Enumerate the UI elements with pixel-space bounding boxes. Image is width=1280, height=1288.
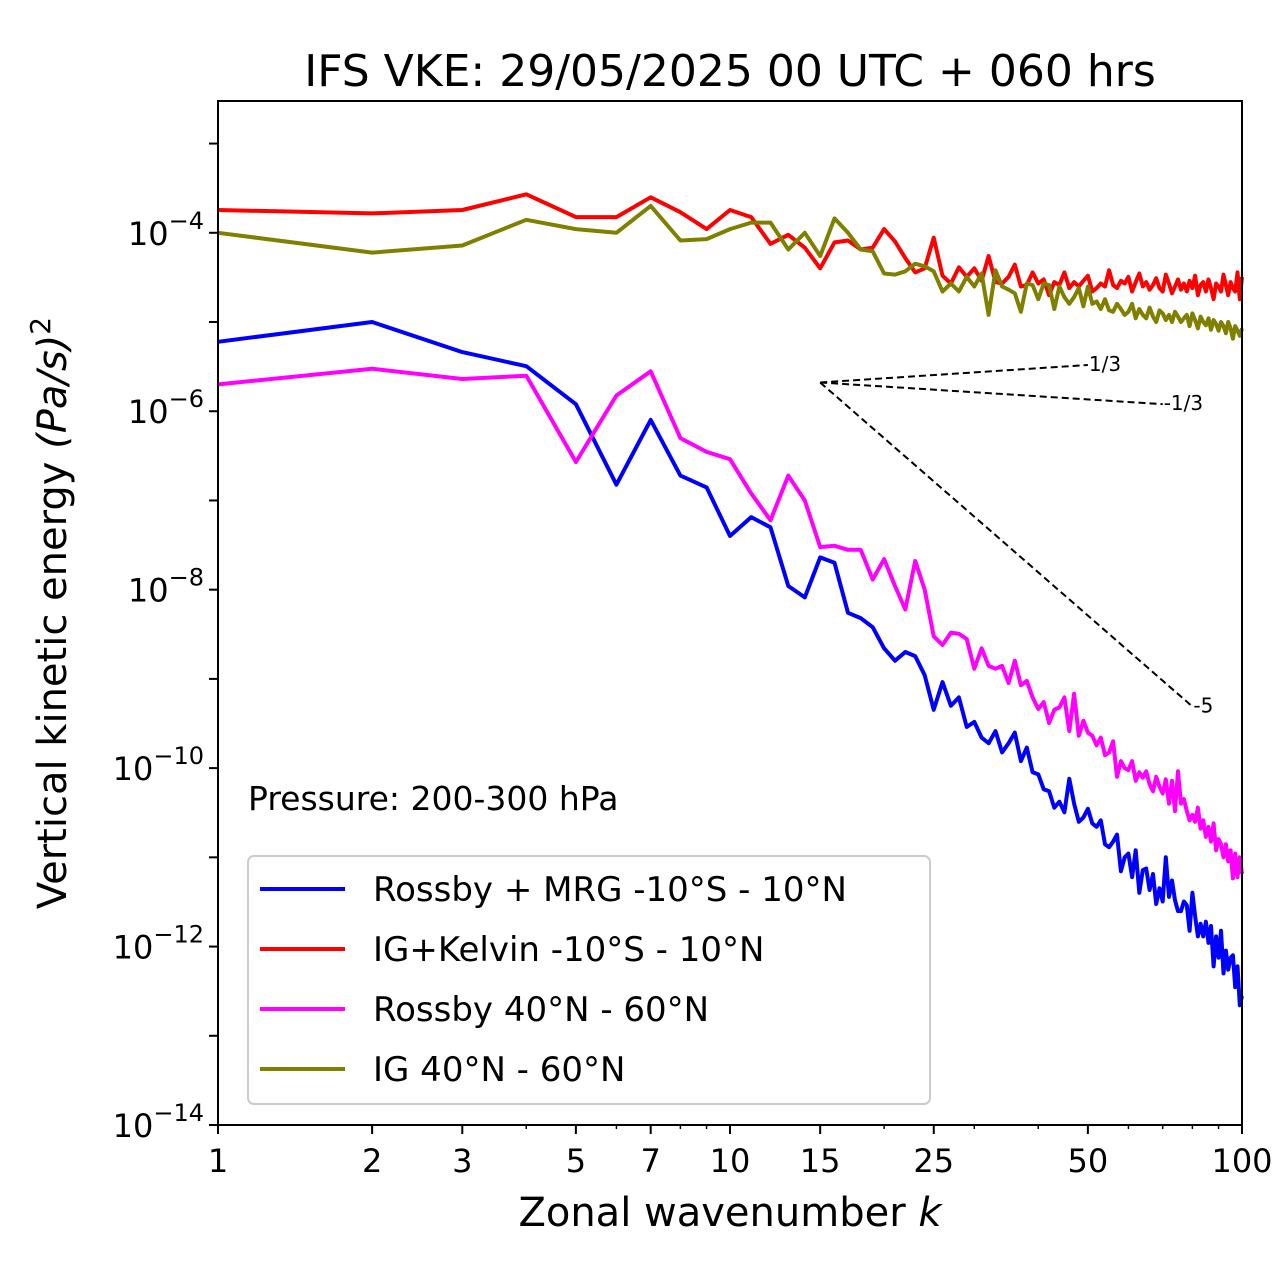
y-tick-label: 10−4 — [128, 207, 204, 253]
x-tick-label: 25 — [913, 1142, 954, 1180]
y-tick-label: 10−10 — [113, 742, 204, 788]
y-axis-unit-power: 2 — [24, 317, 57, 335]
series-line-4 — [217, 203, 1244, 341]
reference-line-label-3: -5 — [1193, 694, 1213, 718]
legend-label-3: Rossby 40°N - 60°N — [373, 990, 709, 1030]
reference-line-2 — [820, 381, 1163, 406]
series-line-3 — [217, 366, 1244, 881]
x-tick-label: 100 — [1211, 1142, 1272, 1180]
x-tick-label: 5 — [566, 1142, 586, 1180]
legend: Rossby + MRG -10°S - 10°N IG+Kelvin -10°S… — [247, 855, 931, 1105]
reference-line-3 — [819, 381, 1194, 708]
chart-title: IFS VKE: 29/05/2025 00 UTC + 060 hrs — [304, 46, 1156, 97]
legend-label-2: IG+Kelvin -10°S - 10°N — [373, 930, 764, 970]
x-tick-label: 10 — [710, 1142, 751, 1180]
y-axis-unit: (Pa/s) — [30, 335, 76, 449]
y-axis-ticks: 10−14 10−12 10−10 10−8 10−6 10−4 — [113, 142, 218, 1145]
y-tick-label: 10−8 — [128, 564, 204, 610]
reference-line-1 — [820, 363, 1088, 384]
x-tick-label: 50 — [1068, 1142, 1109, 1180]
y-axis-label: Vertical kinetic energy — [30, 462, 76, 910]
legend-box — [247, 855, 931, 1105]
reference-line-label-1: 1/3 — [1089, 352, 1121, 376]
legend-label-1: Rossby + MRG -10°S - 10°N — [373, 870, 847, 910]
series-line-2 — [217, 192, 1244, 302]
reference-lines: 1/3 -1/3 -5 — [819, 352, 1213, 718]
y-tick-label: 10−6 — [128, 385, 204, 431]
x-axis-title: Zonal wavenumber k — [518, 1190, 943, 1236]
y-tick-label: 10−12 — [113, 921, 204, 967]
y-axis-title: Vertical kinetic energy (Pa/s)2 — [24, 317, 76, 909]
series-lines — [217, 192, 1244, 1008]
y-tick-label: 10−14 — [113, 1099, 204, 1145]
x-axis-variable: k — [918, 1190, 943, 1236]
x-tick-label: 1 — [208, 1142, 228, 1180]
x-tick-label: 15 — [800, 1142, 841, 1180]
x-tick-label: 3 — [452, 1142, 472, 1180]
x-tick-label: 2 — [362, 1142, 382, 1180]
series-line-1 — [217, 320, 1244, 1008]
x-axis-ticks: 1 2 3 5 7 10 15 25 50 100 — [208, 1125, 1273, 1180]
x-axis-label: Zonal wavenumber — [518, 1190, 906, 1236]
legend-label-4: IG 40°N - 60°N — [373, 1050, 625, 1090]
reference-line-label-2: -1/3 — [1164, 391, 1203, 415]
pressure-annotation: Pressure: 200-300 hPa — [248, 779, 618, 818]
x-tick-label: 7 — [641, 1142, 661, 1180]
